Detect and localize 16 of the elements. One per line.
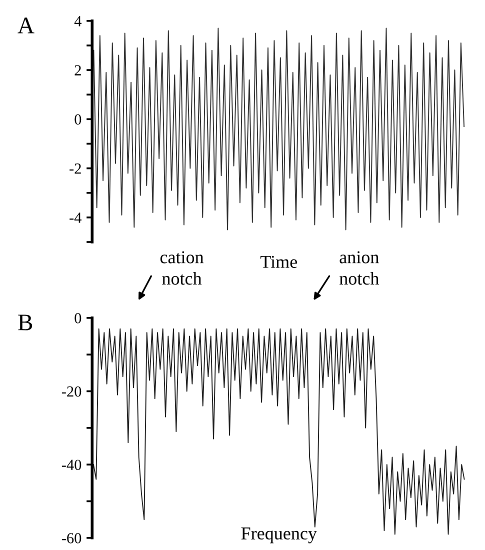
y-tick-label: -2	[70, 163, 81, 174]
y-tick-label: -60	[62, 533, 82, 544]
x-axis-title: Frequency	[241, 528, 317, 544]
chart-title: A	[18, 18, 34, 34]
y-tick-label: 4	[74, 16, 82, 26]
chart-title: B	[18, 314, 32, 330]
line-series	[93, 28, 465, 230]
y-tick-label: -40	[62, 460, 82, 470]
x-axis-title: Time	[260, 256, 297, 268]
text: anion notch	[340, 251, 379, 285]
y-tick-label: 0	[74, 313, 82, 324]
y-tick-label: 2	[74, 65, 81, 76]
y-tick-label: -4	[70, 212, 82, 223]
text: cation notch	[160, 251, 204, 285]
y-tick-label: 0	[74, 114, 82, 125]
y-tick-label: -20	[62, 386, 82, 397]
